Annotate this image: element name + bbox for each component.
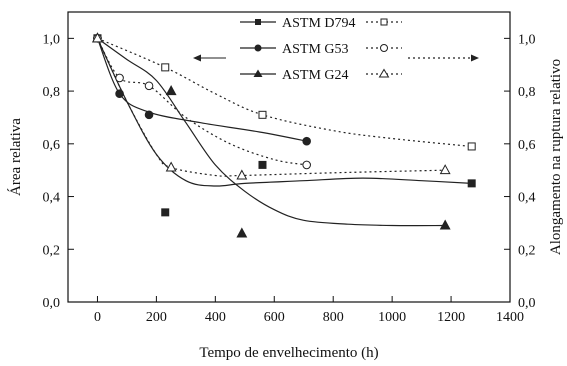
y-tick-label-left: 1,0 [43,32,61,47]
y-tick-label-left: 0,2 [43,243,61,258]
y-axis-right: 0,0 0,2 0,4 0,6 0,8 1,0 [504,32,536,311]
data-point-astm-g24-left [439,219,451,230]
y-tick-label-left: 0,4 [43,191,61,206]
legend-label-g53: ASTM G53 [282,42,349,57]
legend-marker-d794-open [380,18,388,26]
x-axis: 0 200 400 600 800 1000 1200 1400 [94,296,524,325]
data-point-astm-g53-right [302,160,311,170]
legend-marker-g53-open [380,44,388,52]
data-point-astm-d794-left [467,179,476,188]
x-axis-title: Tempo de envelhecimento (h) [199,345,378,361]
data-point-astm-d794-right [161,63,170,72]
y-tick-label-right: 0,6 [518,138,536,153]
legend-marker-g53-filled [254,44,262,52]
series-markers [92,32,476,238]
y-tick-label-left: 0,6 [43,138,61,153]
axis-arrows [193,54,479,62]
x-tick-label: 600 [264,310,285,325]
right-axis-arrow-head [471,54,479,62]
x-tick-label: 1400 [496,310,524,325]
data-point-astm-g53-right [144,81,154,91]
y-axis-title-left: Área relativa [7,118,24,196]
y-tick-label-right: 0,0 [518,296,536,311]
y-tick-label-right: 0,4 [518,191,536,206]
y-axis-left: 0,0 0,2 0,4 0,6 0,8 1,0 [43,32,74,311]
left-axis-arrow-head [193,54,201,62]
x-tick-label: 0 [94,310,101,325]
y-tick-label-left: 0,0 [43,296,61,311]
data-point-astm-g24-right [165,161,177,172]
data-point-astm-g53-left [144,110,154,120]
y-tick-label-right: 0,2 [518,243,536,258]
legend-marker-g24-open [378,68,390,78]
series-line-astm-g24-right [96,38,446,177]
data-point-astm-g24-left [236,227,248,238]
y-tick-label-left: 0,8 [43,85,61,100]
legend-label-d794: ASTM D794 [282,16,356,31]
x-tick-label: 1000 [378,310,406,325]
x-tick-label: 1200 [437,310,465,325]
data-point-astm-d794-left [258,160,267,169]
data-point-astm-d794-right [467,142,476,151]
data-point-astm-g24-right [439,164,451,175]
series-line-astm-g24-left [97,37,446,227]
data-point-astm-g24-left [165,85,177,96]
x-tick-label: 800 [323,310,344,325]
y-tick-label-right: 0,8 [518,85,536,100]
legend: ASTM D794 ASTM G53 ASTM G24 [240,16,402,83]
series-line-astm-g53-left [96,38,307,142]
plot-frame [67,11,511,303]
x-tick-label: 200 [146,310,167,325]
y-tick-label-right: 1,0 [518,32,536,47]
data-point-astm-d794-left [161,208,170,217]
series-curves [96,37,472,227]
data-point-astm-g53-right [115,73,124,83]
legend-label-g24: ASTM G24 [282,68,349,83]
series-line-astm-d794-left [96,38,472,187]
data-point-astm-g24-right [236,169,248,180]
data-point-astm-g53-left [302,136,311,146]
data-point-astm-g53-left [115,89,124,99]
y-axis-title-right: Alongamento na ruptura relativo [548,59,564,255]
data-point-astm-d794-right [258,110,267,119]
x-tick-label: 400 [205,310,226,325]
data-point-astm-g24-right [92,32,103,43]
legend-marker-g24-filled [253,69,263,77]
legend-marker-d794-filled [255,19,261,25]
